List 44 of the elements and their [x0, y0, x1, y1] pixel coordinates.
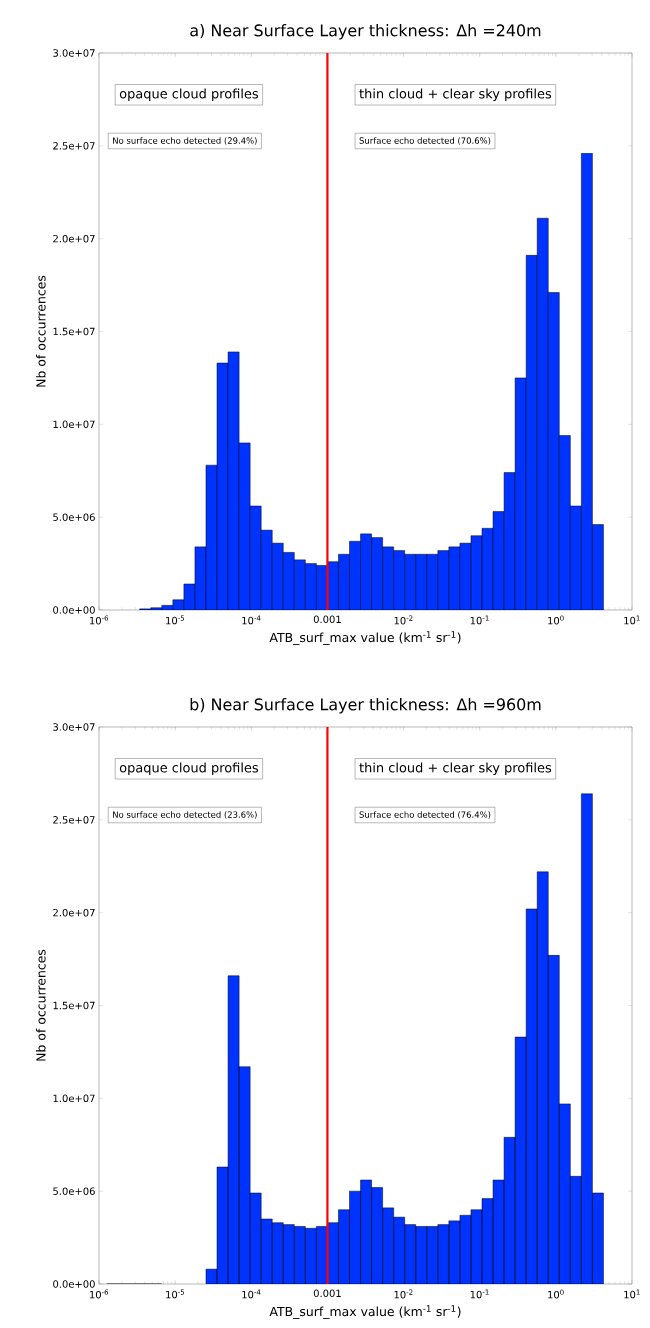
x-tick-label: 10$^{-1}$ — [470, 1289, 489, 1299]
y-tick-label: 1.5e+07 — [53, 1001, 95, 1010]
x-tick-label: 10$^{1}$ — [624, 615, 640, 625]
x-tick-label: 0.001 — [313, 1289, 341, 1298]
y-tick-label: 3.0e+07 — [53, 723, 95, 731]
annotation: No surface echo detected (23.6%) — [113, 811, 257, 819]
x-tick-label: 10$^{-2}$ — [394, 615, 413, 625]
x-tick-label: 10$^{-5}$ — [166, 615, 185, 625]
x-tick-label: 10$^{-6}$ — [90, 1289, 109, 1299]
y-tick-label: 3.0e+07 — [53, 49, 95, 57]
y-tick-label: 2.0e+07 — [53, 234, 95, 243]
y-tick-label: 0.0e+00 — [53, 606, 95, 614]
y-tick-label: 1.0e+07 — [53, 1094, 95, 1103]
annotation: Surface echo detected (70.6%) — [359, 137, 491, 145]
y-tick-label: 2.0e+07 — [53, 908, 95, 917]
x-tick-label: 10$^{0}$ — [548, 615, 564, 625]
y-tick-label: 5.0e+06 — [53, 513, 95, 521]
x-tick-label: 10$^{-2}$ — [394, 1289, 413, 1299]
y-tick-label: 0.0e+00 — [53, 1280, 95, 1288]
y-tick-label: 2.5e+07 — [53, 816, 95, 824]
x-tick-label: 10$^{-5}$ — [166, 1289, 185, 1299]
x-tick-label: 10$^{0}$ — [548, 1289, 564, 1299]
annotation: thin cloud + clear sky profiles — [359, 762, 552, 776]
x-axis-title: ATB_surf_max value (km$^{-1}$ sr$^{-1}$) — [269, 1305, 461, 1319]
y-axis-title: Nb of occurrences — [35, 949, 46, 1061]
annotation: opaque cloud profiles — [119, 762, 259, 776]
x-tick-label: 10$^{-4}$ — [242, 1289, 261, 1299]
annotation: Surface echo detected (76.4%) — [359, 811, 491, 819]
annotation: thin cloud + clear sky profiles — [359, 88, 552, 102]
x-axis-title: ATB_surf_max value (km$^{-1}$ sr$^{-1}$) — [269, 631, 461, 645]
y-tick-label: 1.0e+07 — [53, 420, 95, 429]
y-tick-label: 2.5e+07 — [53, 142, 95, 150]
x-tick-label: 10$^{-6}$ — [90, 615, 109, 625]
y-tick-label: 1.5e+07 — [53, 327, 95, 336]
y-tick-label: 5.0e+06 — [53, 1187, 95, 1195]
x-tick-label: 0.001 — [313, 615, 341, 624]
x-tick-label: 10$^{1}$ — [624, 1289, 640, 1299]
chart-title: a) Near Surface Layer thickness: Δh =240m — [190, 24, 541, 40]
y-axis-title: Nb of occurrences — [35, 275, 46, 387]
x-tick-label: 10$^{-1}$ — [470, 615, 489, 625]
chart-title: b) Near Surface Layer thickness: Δh =960m — [190, 698, 541, 714]
annotation: opaque cloud profiles — [119, 88, 259, 102]
x-tick-label: 10$^{-4}$ — [242, 615, 261, 625]
annotation: No surface echo detected (29.4%) — [113, 137, 257, 145]
